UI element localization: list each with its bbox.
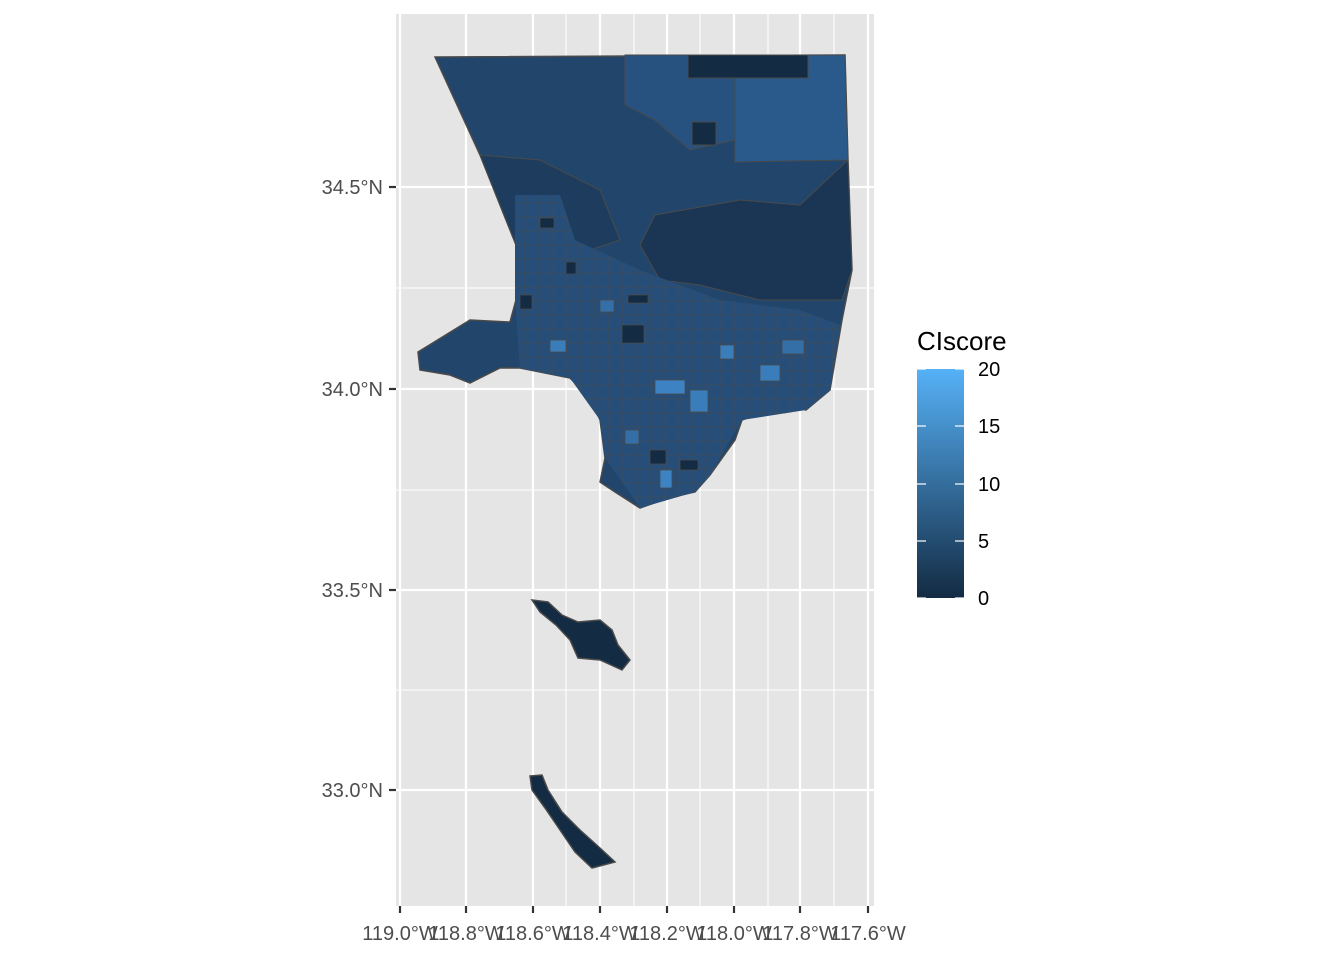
legend-tick-label: 10 (978, 474, 1000, 496)
region-lancaster-dark-block (687, 54, 809, 79)
axis-ticks (389, 185, 870, 913)
y-tick-label: 33.5°N (322, 580, 383, 602)
tract-high (624, 429, 640, 445)
tract-low (627, 294, 649, 304)
region-mountains-dark (639, 158, 853, 301)
tract-high (654, 379, 686, 395)
legend-tick-label: 0 (978, 588, 989, 610)
island-san-clemente (529, 774, 617, 869)
island-santa-catalina (530, 599, 631, 671)
x-tick-label: 118.4°W (562, 923, 638, 945)
x-tick-label: 118.8°W (428, 923, 504, 945)
y-tick-label: 34.5°N (322, 177, 383, 199)
tract-high (549, 339, 567, 353)
legend-tick-label: 5 (978, 531, 989, 553)
tract-low (679, 459, 699, 471)
legend-tick-label: 15 (978, 416, 1000, 438)
tract-low (649, 449, 667, 465)
tract-high (599, 299, 615, 313)
legend-tick-label: 20 (978, 359, 1000, 381)
x-tick-label: 118.2°W (629, 923, 705, 945)
tract-low (621, 324, 645, 344)
tract-high (689, 389, 709, 413)
tract-high (659, 469, 673, 489)
x-tick-label: 119.0°W (362, 923, 438, 945)
tract-low (565, 261, 577, 275)
tract-high (719, 344, 735, 360)
x-tick-label: 118.6°W (495, 923, 571, 945)
legend-title: CIscore (917, 326, 1007, 356)
tract-high (759, 364, 781, 382)
tract-low (539, 217, 555, 229)
x-tick-label: 117.6°W (830, 923, 906, 945)
y-tick-label: 34.0°N (322, 379, 383, 401)
urban-tract-borders (515, 195, 840, 508)
tract-low (519, 294, 533, 310)
x-tick-label: 118.0°W (696, 923, 772, 945)
region-palmdale-dark-block (691, 121, 717, 146)
tract-highlights (519, 217, 805, 489)
x-tick-label: 117.8°W (762, 923, 838, 945)
legend: CIscore 20 15 10 5 0 (917, 326, 1007, 610)
tract-high (781, 339, 805, 355)
y-tick-label: 33.0°N (322, 780, 383, 802)
legend-ticks (917, 368, 964, 599)
